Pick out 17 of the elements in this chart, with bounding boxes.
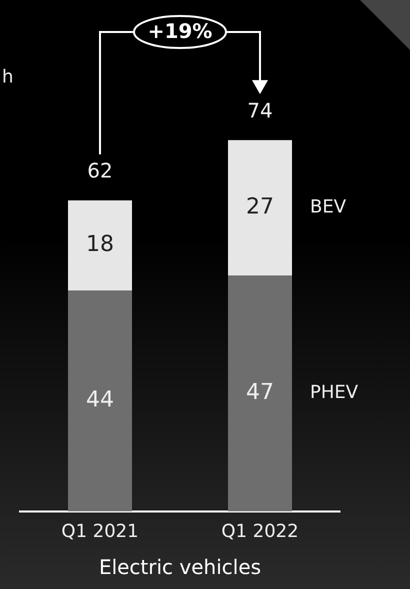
text: +19% [148, 19, 212, 44]
bar [68, 200, 132, 291]
series-label: BEV [310, 196, 347, 218]
total-label: 62 [87, 158, 113, 183]
data-label: 44 [86, 388, 114, 413]
series-label: PHEV [310, 382, 359, 404]
x-tick-label: Q1 2021 [61, 520, 139, 542]
text: h [2, 66, 14, 88]
data-label: 27 [246, 194, 274, 220]
bar [228, 276, 292, 512]
bar [228, 140, 292, 276]
bar [68, 290, 132, 512]
x-axis-title: Electric vehicles [98, 555, 262, 580]
x-tick-label: Q1 2022 [221, 520, 299, 542]
data-label: 18 [86, 232, 114, 258]
data-label: 47 [246, 380, 274, 406]
total-label: 74 [247, 98, 273, 122]
